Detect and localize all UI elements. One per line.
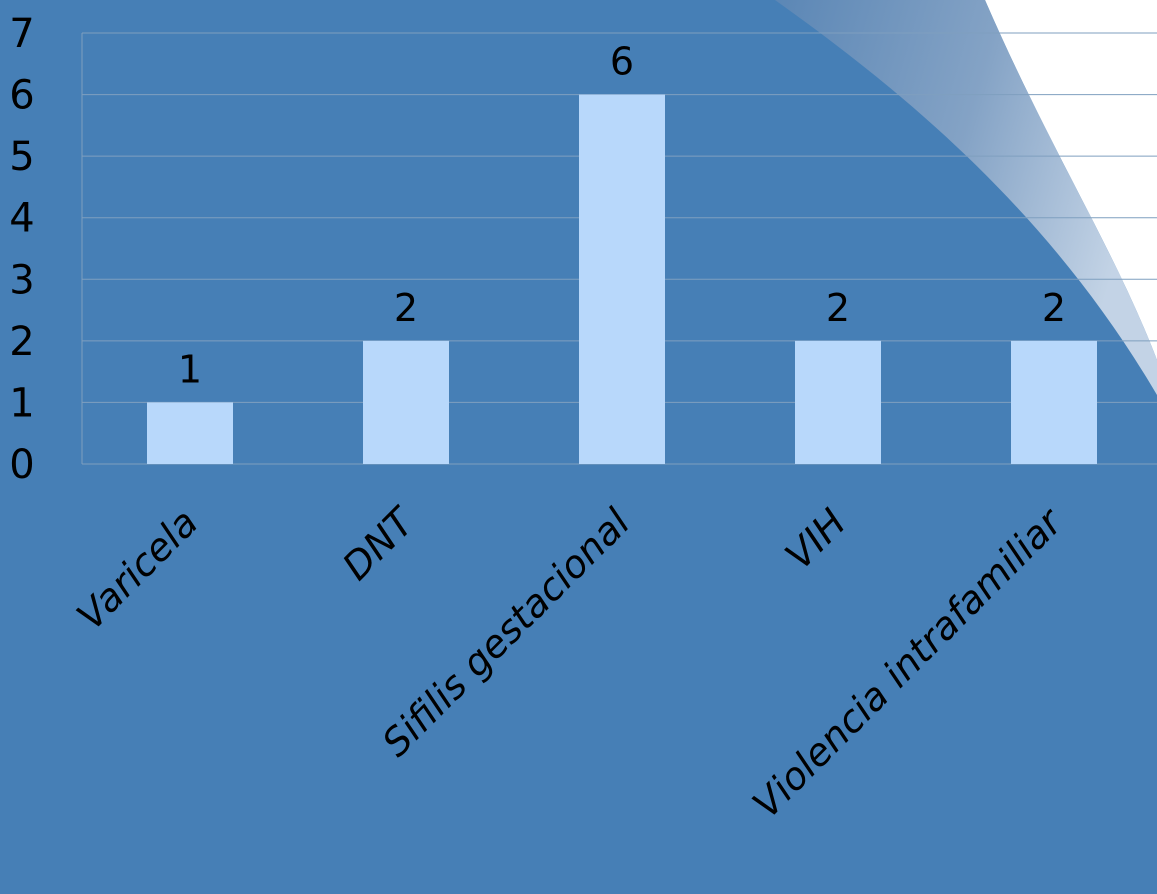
bar-4 [1011,340,1097,464]
y-tick-label-0: 0 [9,442,34,488]
bar-2 [579,94,665,465]
corner-highlight-shape [775,0,1157,360]
category-label-3: VIH [777,500,855,578]
y-tick-label-7: 7 [9,11,34,57]
y-tick-label-1: 1 [9,380,34,426]
y-axis-ticks: 0 1 2 3 4 5 6 7 [9,11,34,488]
bar-3 [795,340,881,464]
y-tick-label-4: 4 [9,196,34,242]
category-label-1: DNT [334,498,424,588]
y-tick-label-6: 6 [9,73,34,119]
corner-shade-shape [775,0,1157,395]
y-tick-label-5: 5 [9,134,34,180]
bars [147,94,1097,465]
data-label-0: 1 [178,347,202,391]
y-tick-label-2: 2 [9,319,34,365]
y-tick-label-3: 3 [9,257,34,303]
data-label-2: 6 [610,40,634,84]
bar-1 [363,340,449,464]
data-label-3: 2 [826,286,850,330]
data-label-4: 2 [1042,286,1066,330]
data-label-1: 2 [394,286,418,330]
category-label-0: Varicela [68,500,206,638]
data-labels: 1 2 6 2 2 [178,40,1066,392]
background-decoration [775,0,1157,395]
bar-0 [147,402,233,464]
